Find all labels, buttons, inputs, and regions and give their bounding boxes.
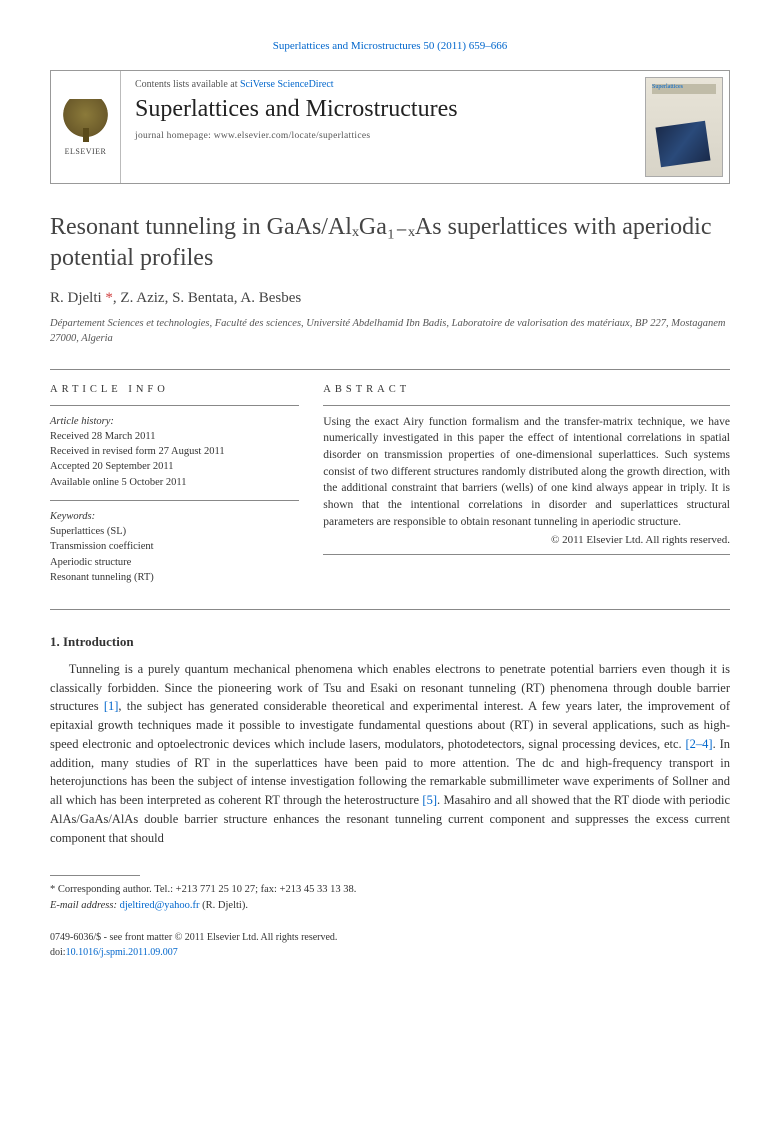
email-author: (R. Djelti). — [200, 900, 248, 911]
abstract-heading: ABSTRACT — [323, 384, 730, 395]
email-link[interactable]: djeltired@yahoo.fr — [120, 900, 200, 911]
abstract-bottom-rule — [323, 554, 730, 555]
header-citation: Superlattices and Microstructures 50 (20… — [50, 40, 730, 52]
affiliation: Département Sciences et technologies, Fa… — [50, 317, 730, 346]
corresponding-footnote: * Corresponding author. Tel.: +213 771 2… — [50, 882, 730, 914]
article-info-column: ARTICLE INFO Article history: Received 2… — [50, 384, 299, 595]
journal-homepage: journal homepage: www.elsevier.com/locat… — [135, 131, 625, 141]
corr-author-line: * Corresponding author. Tel.: +213 771 2… — [50, 882, 730, 898]
abstract-rule — [323, 405, 730, 406]
abstract-column: ABSTRACT Using the exact Airy function f… — [323, 384, 730, 595]
intro-text-2: , the subject has generated considerable… — [50, 699, 730, 751]
authors-line: R. Djelti *, Z. Aziz, S. Bentata, A. Bes… — [50, 290, 730, 307]
publisher-label: ELSEVIER — [65, 147, 107, 156]
journal-name: Superlattices and Microstructures — [135, 96, 625, 123]
doi-label: doi: — [50, 947, 66, 958]
front-matter-line: 0749-6036/$ - see front matter © 2011 El… — [50, 930, 730, 945]
contents-line: Contents lists available at SciVerse Sci… — [135, 79, 625, 90]
ref-link-2-4[interactable]: [2–4] — [686, 737, 713, 751]
sciencedirect-link[interactable]: SciVerse ScienceDirect — [240, 79, 334, 90]
online-date: Available online 5 October 2011 — [50, 475, 299, 490]
keyword: Superlattices (SL) — [50, 524, 299, 539]
keyword: Transmission coefficient — [50, 539, 299, 554]
author-list: R. Djelti — [50, 290, 102, 306]
ref-link-1[interactable]: [1] — [104, 699, 119, 713]
contents-prefix: Contents lists available at — [135, 79, 240, 90]
banner-center: Contents lists available at SciVerse Sci… — [121, 71, 639, 183]
article-title: Resonant tunneling in GaAs/AlₓGa₁₋ₓAs su… — [50, 212, 730, 274]
corresponding-mark: * — [105, 290, 113, 306]
intro-paragraph: Tunneling is a purely quantum mechanical… — [50, 660, 730, 848]
footnote-separator — [50, 875, 140, 876]
cover-thumb-title: Superlattices — [652, 84, 716, 90]
abstract-text: Using the exact Airy function formalism … — [323, 414, 730, 531]
footer-meta: 0749-6036/$ - see front matter © 2011 El… — [50, 930, 730, 960]
journal-banner: ELSEVIER Contents lists available at Sci… — [50, 70, 730, 184]
top-divider — [50, 369, 730, 370]
mid-divider — [50, 609, 730, 610]
intro-heading: 1. Introduction — [50, 634, 730, 650]
publisher-logo: ELSEVIER — [51, 71, 121, 183]
info-rule-1 — [50, 405, 299, 406]
elsevier-tree-icon — [63, 99, 108, 144]
accepted-date: Accepted 20 September 2011 — [50, 459, 299, 474]
keyword: Resonant tunneling (RT) — [50, 570, 299, 585]
revised-date: Received in revised form 27 August 2011 — [50, 444, 299, 459]
author-list-rest: , Z. Aziz, S. Bentata, A. Besbes — [113, 290, 301, 306]
doi-link[interactable]: 10.1016/j.spmi.2011.09.007 — [66, 947, 178, 958]
keyword: Aperiodic structure — [50, 555, 299, 570]
abstract-copyright: © 2011 Elsevier Ltd. All rights reserved… — [323, 534, 730, 546]
info-rule-2 — [50, 500, 299, 501]
ref-link-5[interactable]: [5] — [422, 793, 437, 807]
article-info-heading: ARTICLE INFO — [50, 384, 299, 395]
journal-cover-thumb: Superlattices — [639, 71, 729, 183]
keywords-label: Keywords: — [50, 509, 299, 524]
history-label: Article history: — [50, 414, 299, 429]
received-date: Received 28 March 2011 — [50, 429, 299, 444]
email-label: E-mail address: — [50, 900, 117, 911]
